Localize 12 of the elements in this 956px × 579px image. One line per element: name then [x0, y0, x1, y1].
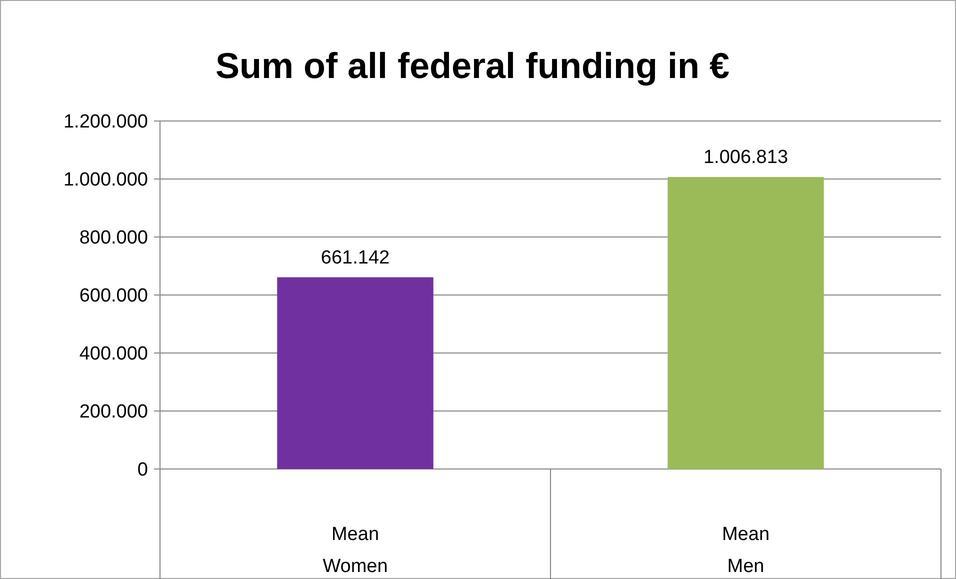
x-tick-label: Mean Women — [322, 524, 388, 577]
data-label: 661.142 — [320, 247, 390, 268]
y-tick-label: 200.000 — [79, 402, 148, 423]
x-tick-label: Mean Men — [722, 524, 770, 577]
y-tick-label: 600.000 — [79, 286, 148, 307]
y-tick-label: 400.000 — [79, 344, 148, 365]
y-tick-label: 800.000 — [79, 228, 148, 249]
chart-title: Sum of all federal funding in € — [215, 45, 730, 86]
y-tick-label: 0 — [137, 460, 148, 481]
y-tick-label: 1.200.000 — [63, 112, 148, 133]
y-tick-label: 1.000.000 — [63, 170, 148, 191]
data-label: 1.006.813 — [703, 147, 788, 168]
